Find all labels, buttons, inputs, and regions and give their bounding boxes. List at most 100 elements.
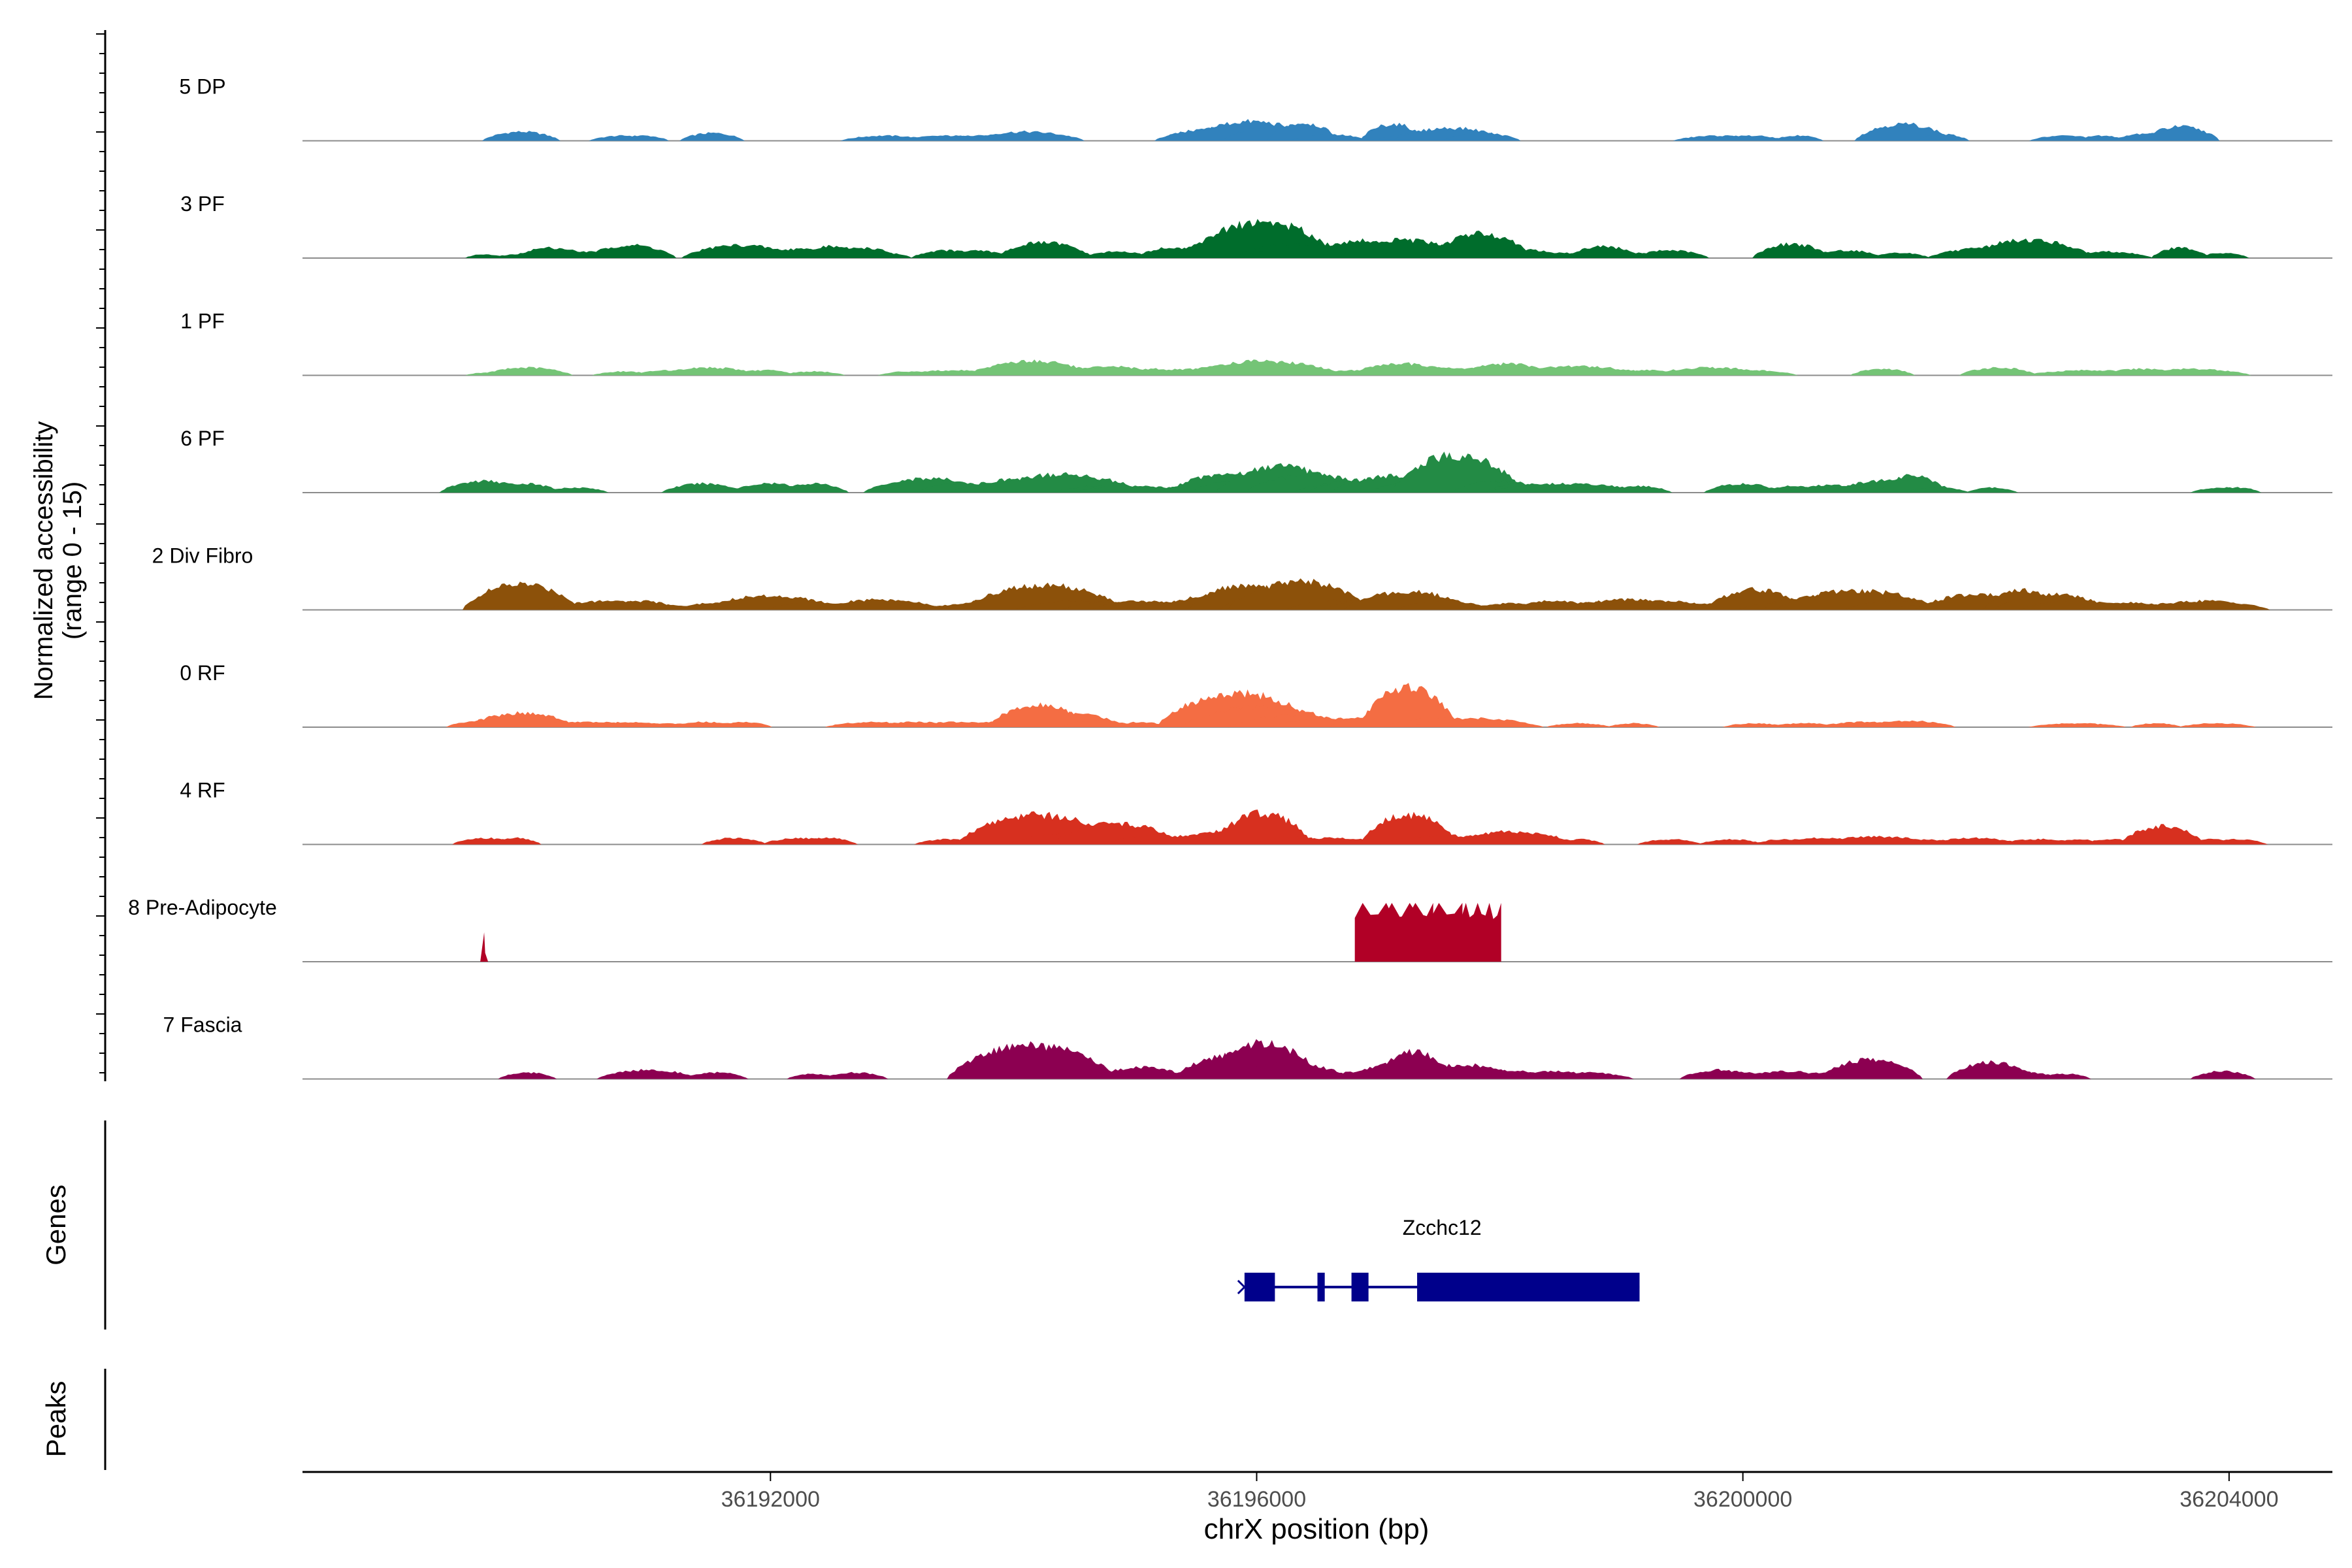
coverage-peak: [1607, 723, 1660, 727]
coverage-peak: [1850, 368, 1916, 376]
coverage-peak: [702, 723, 755, 727]
coverage-peak: [1392, 451, 1523, 493]
coverage-peak: [1904, 487, 1970, 493]
coverage-peak: [2209, 487, 2262, 493]
coverage-peak: [2119, 824, 2205, 845]
track-0-rf: 0 RF: [180, 661, 2332, 728]
coverage-peak: [480, 932, 489, 962]
coverage-peak: [732, 369, 797, 376]
x-tick-label: 36192000: [721, 1487, 820, 1512]
x-axis-label: chrX position (bp): [1204, 1513, 1429, 1545]
track-8-pre-adipocyte: 8 Pre-Adipocyte: [128, 896, 2332, 962]
coverage-peak: [683, 1071, 749, 1079]
coverage-peak: [2215, 604, 2268, 610]
coverage-peak: [1710, 135, 1788, 141]
track-4-rf: 4 RF: [180, 779, 2332, 845]
genes-panel: Genes Zcchc12: [41, 1120, 1640, 1330]
coverage-peak: [2197, 253, 2249, 258]
coverage-peak: [994, 240, 1093, 258]
coverage-peak: [2190, 1070, 2256, 1079]
coverage-peak: [792, 837, 858, 845]
coverage-peak: [2178, 723, 2257, 727]
coverage-peak: [1360, 683, 1458, 727]
track-label: 5 DP: [179, 75, 225, 99]
coverage-peak: [2141, 125, 2220, 141]
coverage-peak: [616, 135, 669, 141]
coverage-tracks: 5 DP 3 PF 1 PF 6 PF 2 Div Fibro 0 RF 4 RF 8 Pre…: [128, 75, 2332, 1080]
track-label: 8 Pre-Adipocyte: [128, 896, 277, 919]
track-1-pf: 1 PF: [180, 310, 2332, 376]
coverage-peak: [1360, 811, 1458, 845]
track-label: 7 Fascia: [163, 1013, 242, 1037]
coverage-peak: [1535, 1071, 1634, 1079]
track-label: 1 PF: [180, 310, 225, 333]
coverage-peak: [1222, 1061, 1352, 1079]
track-3-pf: 3 PF: [180, 192, 2332, 259]
coverage-y-axis-ticks: [96, 33, 105, 1073]
gene-exon: [1317, 1273, 1325, 1301]
coverage-peak: [1479, 723, 1545, 727]
coverage-peak: [585, 244, 677, 258]
coverage-peak: [1442, 132, 1521, 141]
coverage-peak: [1213, 809, 1312, 845]
x-tick-label: 36196000: [1207, 1487, 1306, 1512]
y-axis-label-line2: (range 0 - 15): [58, 482, 87, 640]
coverage-peak: [1290, 134, 1369, 141]
coverage-peak: [1966, 487, 2019, 493]
coverage-peak: [1703, 483, 1782, 493]
x-axis-ticks: 36192000 36196000 36200000 36204000: [721, 1472, 2279, 1512]
gene-name-label: Zcchc12: [1403, 1216, 1482, 1239]
coverage-peak: [1637, 839, 1703, 845]
coverage-peak: [1771, 135, 1824, 141]
coverage-peak: [1871, 252, 1931, 258]
track-5-dp: 5 DP: [179, 75, 2332, 142]
coverage-peak: [657, 367, 762, 376]
coverage-y-axis: [96, 30, 106, 1081]
coverage-peak: [482, 131, 561, 141]
coverage-peak: [2134, 368, 2251, 376]
track-7-fascia: 7 Fascia: [163, 1013, 2332, 1080]
coverage-peak: [1484, 482, 1648, 493]
coverage-peak: [2202, 838, 2268, 845]
gene-exon: [1351, 1273, 1369, 1301]
coverage-peak: [679, 132, 745, 141]
coverage-peak: [780, 370, 846, 376]
coverage-peak: [1607, 485, 1673, 493]
coverage-peak: [478, 482, 564, 493]
track-label: 6 PF: [180, 427, 225, 450]
coverage-peak: [543, 487, 609, 493]
coverage-peak: [1959, 367, 2038, 376]
x-axis: 36192000 36196000 36200000 36204000 chrX po…: [302, 1471, 2332, 1545]
coverage-peak: [1462, 903, 1501, 962]
coverage-peak: [701, 838, 767, 845]
coverage-peak: [1698, 839, 1764, 845]
coverage-peak: [1857, 720, 1956, 727]
peaks-panel: Peaks: [41, 1369, 106, 1470]
coverage-peak: [2130, 723, 2183, 727]
coverage-peak: [1925, 837, 2023, 845]
track-6-pf: 6 PF: [180, 427, 2332, 493]
gene-exon: [1244, 1273, 1275, 1301]
y-axis-label-line1: Normalized accessibility: [29, 421, 58, 700]
coverage-peak: [1700, 370, 1798, 376]
coverage-peak: [988, 702, 1087, 727]
coverage-peak: [482, 367, 574, 376]
coverage-peak: [1752, 242, 1831, 258]
coverage-peak: [860, 252, 912, 258]
coverage-peak: [2061, 250, 2153, 258]
coverage-peak: [462, 581, 580, 610]
coverage-peak: [1806, 250, 1886, 258]
track-label: 3 PF: [180, 192, 225, 216]
coverage-peak: [967, 130, 1085, 141]
gene-exon: [1417, 1273, 1640, 1301]
track-2-div-fibro: 2 Div Fibro: [152, 544, 2332, 611]
coverage-peak: [1631, 250, 1709, 258]
gene-model: [1237, 1273, 1640, 1301]
x-tick-label: 36200000: [1693, 1487, 1792, 1512]
coverage-peak: [1396, 600, 1494, 610]
coverage-peak: [2151, 246, 2210, 258]
coverage-peak: [1115, 721, 1168, 727]
peaks-track-label: Peaks: [41, 1381, 71, 1458]
coverage-peak: [1917, 133, 1970, 141]
coverage-peak: [661, 482, 746, 493]
